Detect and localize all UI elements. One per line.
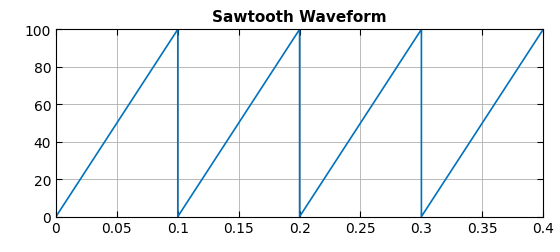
Title: Sawtooth Waveform: Sawtooth Waveform (212, 10, 387, 25)
